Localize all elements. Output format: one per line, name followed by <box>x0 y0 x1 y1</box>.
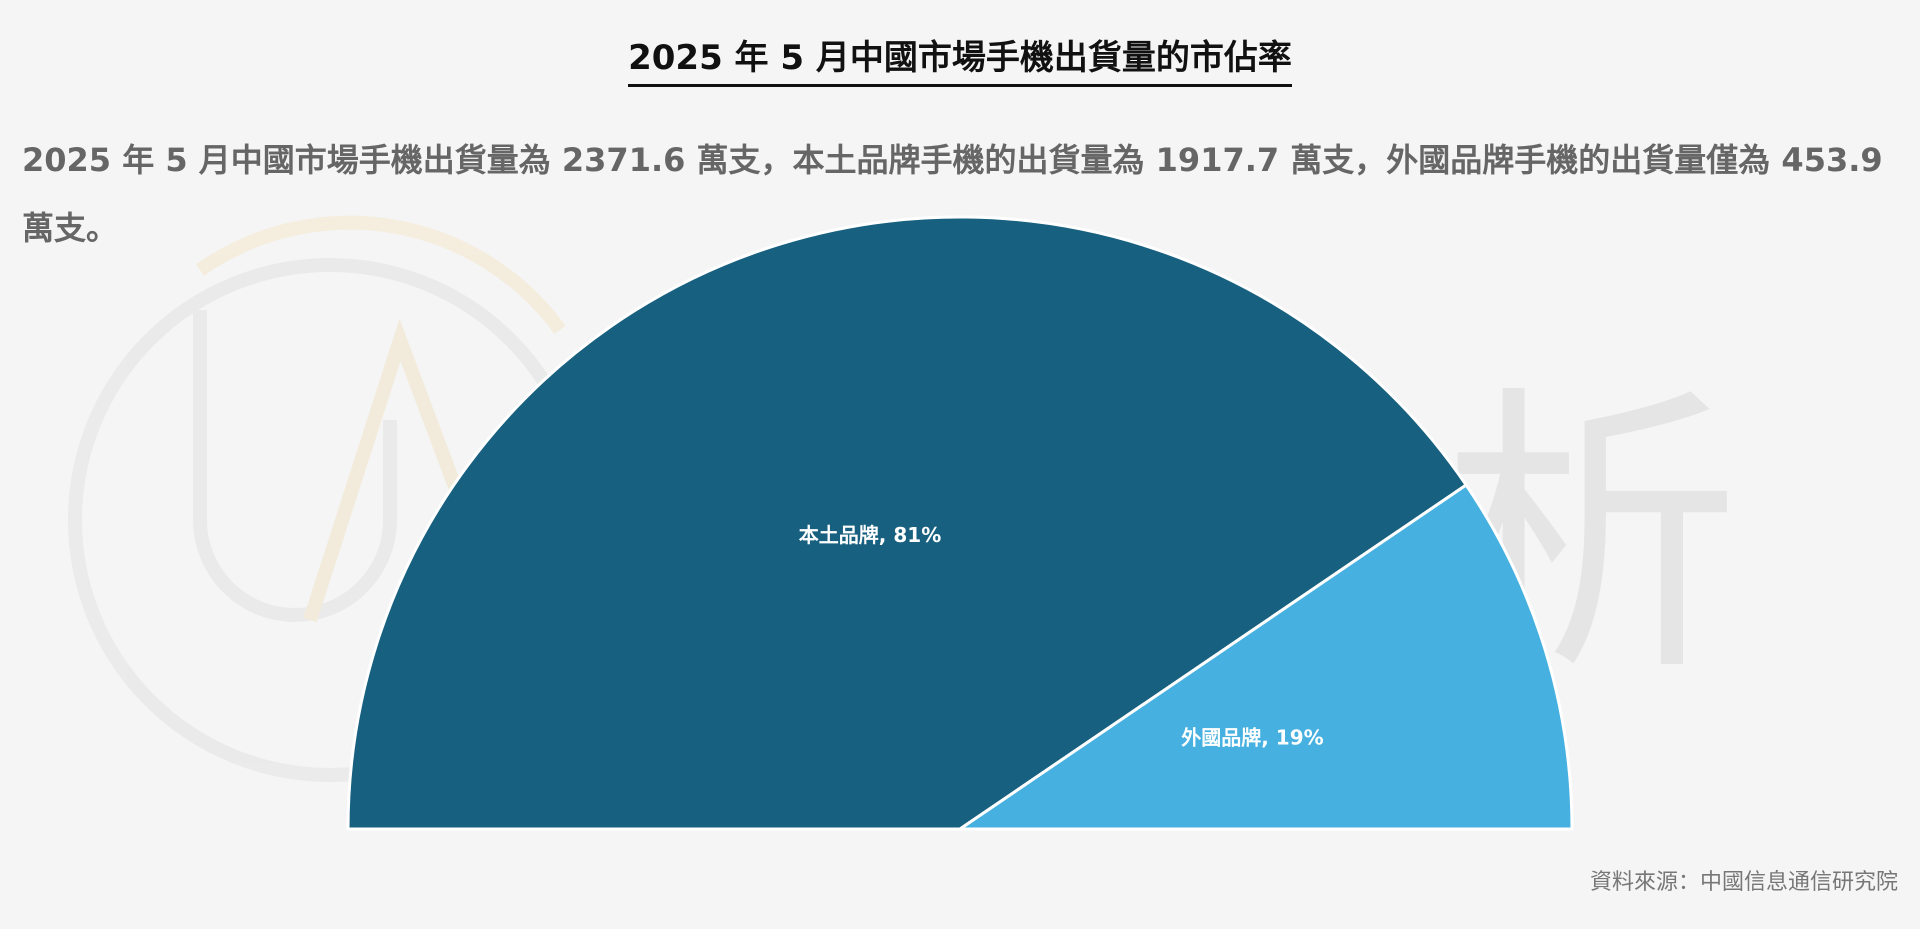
chart-title: 2025 年 5 月中國市場手機出貨量的市佔率 <box>628 38 1292 87</box>
source: 資料來源：中國信息通信研究院 <box>1589 870 1898 895</box>
chart-title-box: 2025 年 5 月中國市場手機出貨量的市佔率 <box>0 30 1920 87</box>
slice-label: 本土品牌, 81% <box>799 523 941 547</box>
slice-label: 外國品牌, 19% <box>1181 726 1323 750</box>
slice <box>346 215 1468 831</box>
slice <box>958 483 1574 831</box>
subtitle: 2025 年 5 月中國市場手機出貨量為 2371.6 萬支，本土品牌手機的出貨… <box>22 141 1883 247</box>
